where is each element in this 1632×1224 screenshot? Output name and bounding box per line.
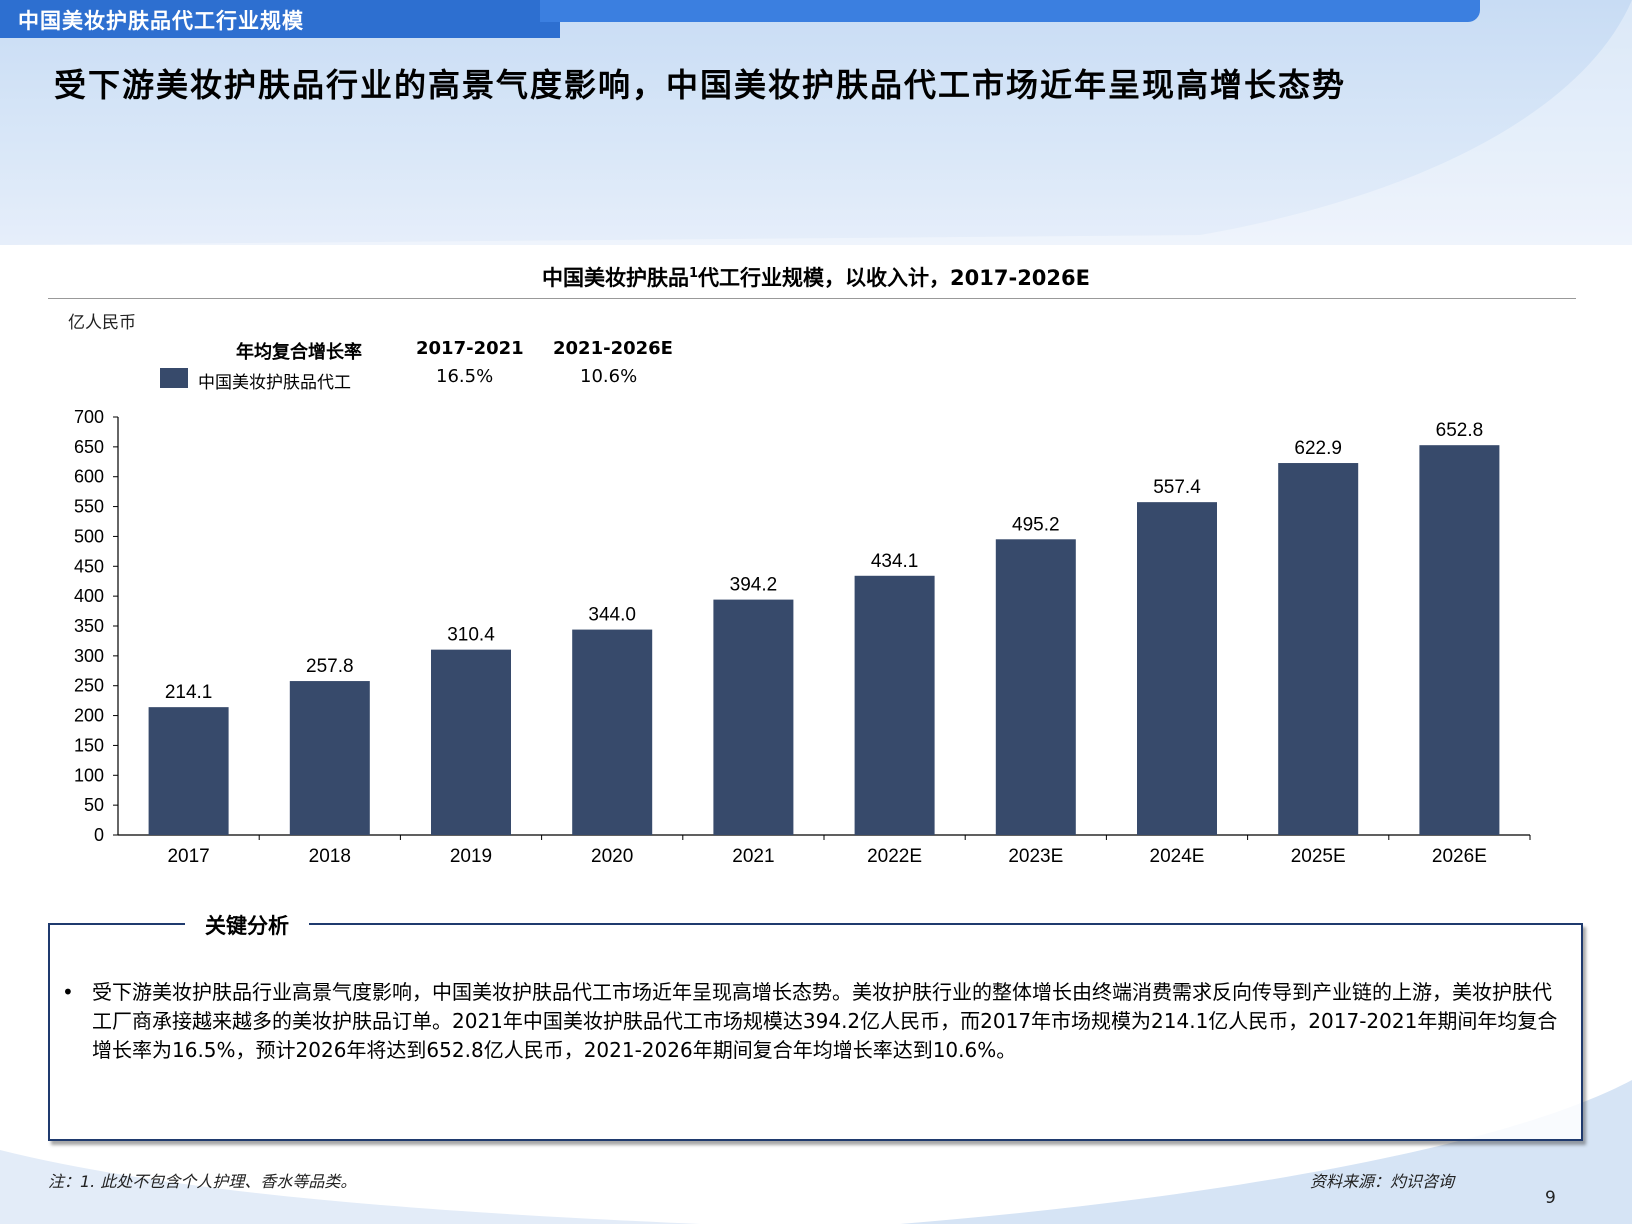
y-tick-label: 300: [74, 646, 104, 666]
cagr-value-1: 16.5%: [436, 366, 494, 387]
cagr-period-1: 2017-2021: [416, 338, 524, 359]
chart-title-part1: 中国美妆护肤品: [541, 266, 689, 290]
bar: [854, 575, 935, 835]
x-tick-label: 2020: [591, 846, 633, 867]
data-label: 495.2: [1012, 514, 1060, 535]
y-tick-label: 350: [74, 616, 104, 636]
chart-title-part2: 代工行业规模，以收入计，2017-2026E: [698, 266, 1090, 290]
bar: [1278, 463, 1359, 835]
page-headline: 受下游美妆护肤品行业的高景气度影响，中国美妆护肤品代工市场近年呈现高增长态势: [54, 66, 1347, 104]
bar: [431, 649, 511, 835]
section-label: 中国美妆护肤品代工行业规模: [18, 9, 304, 33]
y-tick-label: 150: [74, 735, 104, 755]
y-tick-label: 200: [74, 706, 104, 726]
y-tick-label: 0: [94, 825, 104, 845]
y-tick-label: 650: [74, 437, 104, 457]
section-header-bar: [0, 0, 560, 38]
cagr-period-2: 2021-2026E: [553, 338, 673, 359]
y-tick-label: 450: [74, 556, 104, 576]
y-tick-label: 550: [74, 497, 104, 517]
key-analysis-title: 关键分析: [185, 910, 309, 940]
data-label: 344.0: [588, 605, 636, 626]
x-tick-label: 2021: [732, 846, 774, 867]
bar: [995, 539, 1076, 835]
unit-label: 亿人民币: [68, 313, 136, 333]
chart-title: 中国美妆护肤品1代工行业规模，以收入计，2017-2026E: [0, 262, 1632, 292]
x-tick-label: 2022E: [867, 846, 922, 867]
legend-swatch: [160, 368, 188, 388]
header-background: [0, 0, 1632, 245]
bar-chart: 0 50 100 150 200 250 300 350 400 450 500 550 600 650 7…: [74, 407, 1531, 867]
key-analysis-text: • 受下游美妆护肤品行业高景气度影响，中国美妆护肤品代工市场近年呈现高增长态势。…: [62, 978, 1570, 1065]
chart-title-footnote-mark: 1: [688, 266, 699, 281]
key-analysis-paragraph: 受下游美妆护肤品行业高景气度影响，中国美妆护肤品代工市场近年呈现高增长态势。美妆…: [92, 980, 1558, 1062]
page-number: 9: [1545, 1188, 1556, 1208]
bar: [572, 629, 653, 835]
x-tick-label: 2025E: [1291, 846, 1346, 867]
legend-label: 中国美妆护肤品代工: [198, 373, 351, 393]
bar: [713, 599, 794, 835]
data-label: 394.2: [730, 575, 778, 596]
y-tick-label: 50: [84, 795, 104, 815]
bar: [289, 681, 370, 835]
y-tick-label: 700: [74, 407, 104, 427]
x-tick-label: 2017: [167, 846, 209, 867]
data-label: 310.4: [447, 625, 495, 646]
key-analysis-box: [48, 923, 1583, 1141]
x-tick-label: 2024E: [1150, 846, 1205, 867]
bullet-marker: •: [62, 980, 74, 1004]
y-tick-label: 400: [74, 586, 104, 606]
x-tick-label: 2023E: [1008, 846, 1063, 867]
data-label: 652.8: [1436, 420, 1484, 441]
y-tick-label: 500: [74, 526, 104, 546]
cagr-heading: 年均复合增长率: [236, 342, 362, 363]
x-tick-label: 2019: [450, 846, 492, 867]
y-tick-label: 100: [74, 765, 104, 785]
section-header-accent: [540, 0, 1480, 22]
y-tick-label: 250: [74, 676, 104, 696]
data-label: 257.8: [306, 656, 354, 677]
footnote: 注：1. 此处不包含个人护理、香水等品类。: [48, 1172, 357, 1191]
x-tick-label: 2026E: [1432, 846, 1487, 867]
data-label: 214.1: [165, 682, 213, 703]
data-label: 622.9: [1294, 438, 1342, 459]
x-tick-label: 2018: [309, 846, 351, 867]
cagr-value-2: 10.6%: [580, 366, 638, 387]
chart-title-rule: [48, 298, 1576, 299]
data-label: 434.1: [871, 551, 919, 572]
bar: [1419, 445, 1500, 835]
data-label: 557.4: [1153, 477, 1201, 498]
y-tick-label: 600: [74, 467, 104, 487]
bar: [1137, 502, 1217, 835]
source-note: 资料来源：灼识咨询: [1310, 1172, 1455, 1191]
bar: [148, 707, 229, 835]
